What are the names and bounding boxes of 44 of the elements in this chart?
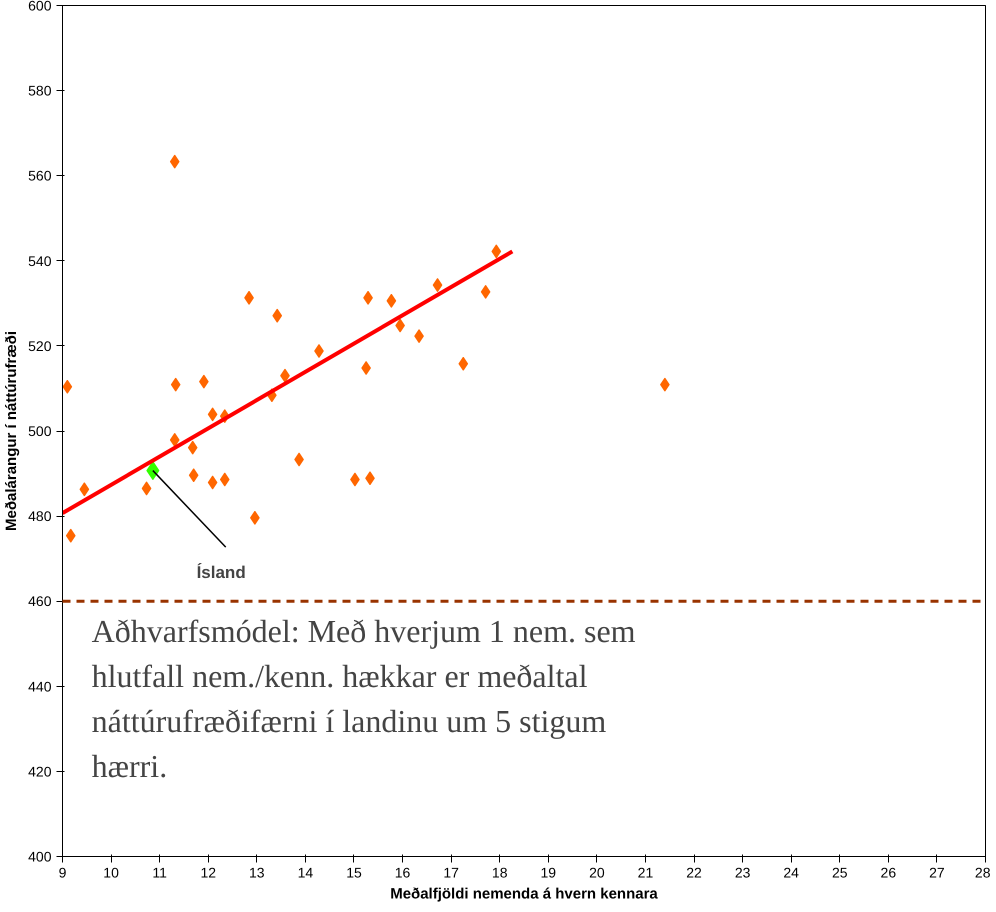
y-tick-label: 500: [28, 423, 52, 439]
x-tick-label: 12: [200, 864, 216, 880]
x-tick-label: 11: [152, 864, 168, 880]
y-tick-label: 560: [28, 168, 52, 184]
x-tick-label: 27: [929, 864, 945, 880]
y-tick-label: 520: [28, 338, 52, 354]
x-axis-title: Meðalfjöldi nemenda á hvern kennara: [390, 886, 658, 902]
x-tick-label: 20: [589, 864, 605, 880]
point: [170, 432, 180, 447]
x-tick-label: 28: [974, 864, 991, 880]
x-tick-label: 22: [686, 864, 702, 880]
x-tick-label: 15: [346, 864, 362, 880]
y-tick-label: 600: [28, 0, 52, 14]
y-tick-label: 420: [28, 763, 52, 780]
point: [220, 472, 230, 487]
y-tick-label: 540: [28, 252, 52, 269]
point: [170, 154, 180, 169]
y-axis-title: Meðalárangur í náttúrufræði: [3, 330, 20, 532]
y-tick-label: 440: [28, 678, 52, 694]
point: [491, 244, 502, 258]
y-tick-label: 580: [28, 82, 52, 99]
x-tick-label: 17: [443, 864, 460, 880]
point: [458, 356, 468, 371]
x-tick-label: 19: [540, 864, 556, 880]
point: [188, 440, 198, 455]
x-tick-label: 21: [638, 864, 654, 880]
point: [66, 528, 76, 543]
x-tick-label: 23: [734, 864, 751, 880]
x-tick-label: 14: [298, 864, 314, 880]
x-tick-label: 25: [832, 864, 848, 880]
annotation: Aðhvarfsmódel: Með hverjum 1 nem. sem hlutfall nem./kenn. hækkar er meðaltal náttúrufræðifærni í landinu um 5 stigum hærri.: [92, 613, 636, 784]
x-tick-label: 13: [249, 864, 265, 880]
x-tick-label: 18: [492, 864, 508, 880]
y-tick-label: 480: [28, 508, 52, 524]
x-tick-label: 9: [58, 864, 67, 880]
annotation: Ísland: [196, 562, 246, 582]
y-tick-label: 460: [28, 593, 52, 610]
point: [170, 378, 181, 392]
x-tick-label: 24: [783, 864, 800, 880]
x-tick-label: 26: [880, 864, 896, 880]
x-tick-label: 16: [394, 864, 411, 880]
y-tick-label: 400: [28, 848, 52, 864]
x-tick-label: 10: [103, 864, 120, 880]
point: [272, 308, 282, 323]
